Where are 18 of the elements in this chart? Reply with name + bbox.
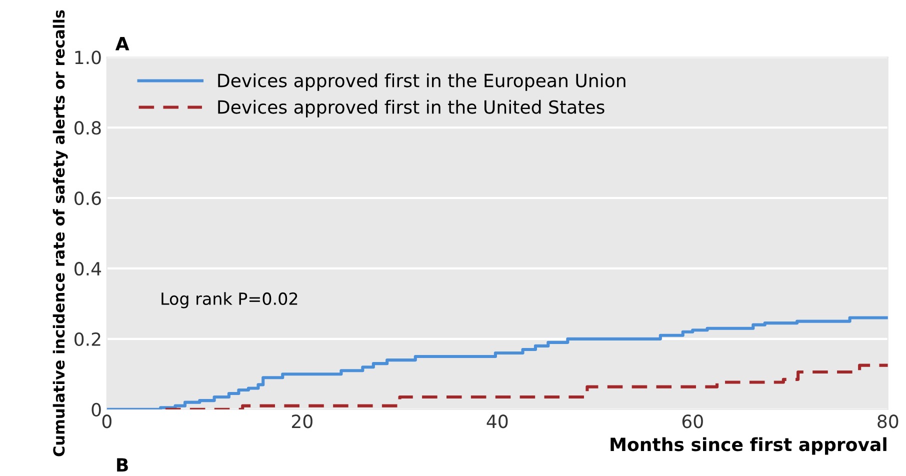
x-tick-label: 20 [292,414,312,428]
legend-label: Devices approved first in the United States [218,100,604,118]
y-tick-label: 0 [92,402,101,416]
legend-label: Devices approved first in the European Union [218,73,626,91]
y-tick-label: 1.0 [75,50,101,64]
annotation: Log rank P=0.02 [162,292,298,308]
x-axis-title: Months since first approval [610,437,886,455]
y-tick-label: 0.4 [74,262,102,276]
x-tick-label: 40 [486,414,508,428]
y-tick-label: 0.8 [74,121,101,135]
text: A [115,37,130,50]
x-tick-label: 60 [682,414,703,428]
x-tick-label: 80 [878,414,898,428]
y-axis-title: Cumulative incidence rate of safety alerts or recalls [52,10,68,456]
text: B [117,458,128,472]
y-tick-label: 0.2 [74,332,100,346]
y-tick-label: 0.6 [74,191,101,206]
x-tick-label: 0 [102,414,112,428]
